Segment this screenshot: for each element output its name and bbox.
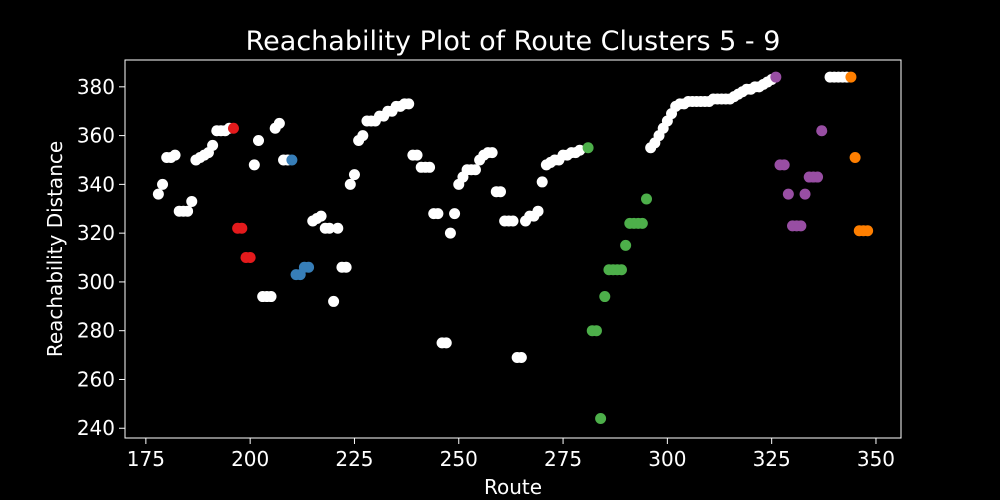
data-point-green bbox=[590, 325, 602, 337]
data-point-green bbox=[641, 193, 653, 205]
data-point-blue bbox=[286, 154, 298, 166]
data-point-unclustered bbox=[403, 98, 415, 110]
y-tick-label: 360 bbox=[77, 124, 115, 148]
data-point-unclustered bbox=[486, 147, 498, 159]
data-point-unclustered bbox=[536, 176, 548, 188]
data-point-unclustered bbox=[357, 130, 369, 142]
data-point-unclustered bbox=[507, 215, 519, 227]
data-point-unclustered bbox=[424, 161, 436, 173]
data-point-unclustered bbox=[248, 159, 260, 171]
data-point-purple bbox=[770, 71, 782, 83]
x-axis-label: Route bbox=[484, 475, 542, 499]
data-point-purple bbox=[816, 125, 828, 137]
data-point-unclustered bbox=[253, 134, 265, 146]
data-point-unclustered bbox=[348, 169, 360, 181]
x-tick-label: 300 bbox=[648, 447, 686, 471]
y-tick-label: 320 bbox=[77, 221, 115, 245]
data-point-blue bbox=[303, 261, 315, 273]
data-point-unclustered bbox=[207, 139, 219, 151]
data-point-unclustered bbox=[273, 117, 285, 129]
y-tick-label: 380 bbox=[77, 75, 115, 99]
x-tick-label: 250 bbox=[440, 447, 478, 471]
data-point-orange bbox=[845, 71, 857, 83]
data-point-orange bbox=[849, 152, 861, 164]
data-point-unclustered bbox=[449, 208, 461, 220]
y-tick-label: 300 bbox=[77, 270, 115, 294]
data-point-unclustered bbox=[265, 291, 277, 303]
data-point-unclustered bbox=[494, 186, 506, 198]
data-point-unclustered bbox=[186, 195, 198, 207]
data-point-unclustered bbox=[340, 261, 352, 273]
data-point-unclustered bbox=[532, 205, 544, 217]
data-point-green bbox=[582, 142, 594, 154]
data-point-unclustered bbox=[332, 222, 344, 234]
data-points bbox=[152, 71, 874, 424]
data-point-orange bbox=[862, 225, 874, 237]
data-point-unclustered bbox=[152, 188, 164, 200]
data-point-unclustered bbox=[323, 222, 335, 234]
data-point-green bbox=[599, 291, 611, 303]
y-axis-label: Reachability Distance bbox=[43, 141, 67, 357]
x-tick-label: 275 bbox=[544, 447, 582, 471]
data-point-purple bbox=[799, 188, 811, 200]
x-tick-label: 200 bbox=[231, 447, 269, 471]
plot-area-frame bbox=[124, 59, 902, 439]
data-point-red bbox=[236, 222, 248, 234]
data-point-unclustered bbox=[169, 149, 181, 161]
x-tick-label: 225 bbox=[335, 447, 373, 471]
data-point-unclustered bbox=[444, 227, 456, 239]
data-point-unclustered bbox=[469, 164, 481, 176]
x-tick-label: 325 bbox=[753, 447, 791, 471]
y-axis: 240 260 280 300 320 340 360 380 bbox=[77, 75, 125, 440]
y-tick-label: 260 bbox=[77, 367, 115, 391]
data-point-unclustered bbox=[182, 205, 194, 217]
y-tick-label: 240 bbox=[77, 416, 115, 440]
data-point-unclustered bbox=[411, 149, 423, 161]
data-point-unclustered bbox=[344, 178, 356, 190]
data-point-unclustered bbox=[574, 144, 586, 156]
data-point-purple bbox=[782, 188, 794, 200]
data-point-unclustered bbox=[157, 178, 169, 190]
y-tick-label: 280 bbox=[77, 319, 115, 343]
x-tick-label: 175 bbox=[127, 447, 165, 471]
data-point-red bbox=[244, 252, 256, 264]
data-point-unclustered bbox=[328, 295, 340, 307]
chart-title: Reachability Plot of Route Clusters 5 - … bbox=[246, 26, 781, 57]
data-point-purple bbox=[812, 171, 824, 183]
data-point-unclustered bbox=[432, 208, 444, 220]
data-point-purple bbox=[795, 220, 807, 232]
x-axis: 175 200 225 250 275 300 325 350 bbox=[127, 438, 895, 471]
y-tick-label: 340 bbox=[77, 172, 115, 196]
data-point-red bbox=[227, 122, 239, 134]
data-point-unclustered bbox=[515, 352, 527, 364]
x-tick-label: 350 bbox=[857, 447, 895, 471]
data-point-purple bbox=[778, 159, 790, 171]
data-point-unclustered bbox=[315, 210, 327, 222]
data-point-green bbox=[615, 264, 627, 276]
data-point-green bbox=[595, 412, 607, 424]
data-point-unclustered bbox=[440, 337, 452, 349]
data-point-green bbox=[636, 217, 648, 229]
data-point-green bbox=[620, 239, 632, 251]
